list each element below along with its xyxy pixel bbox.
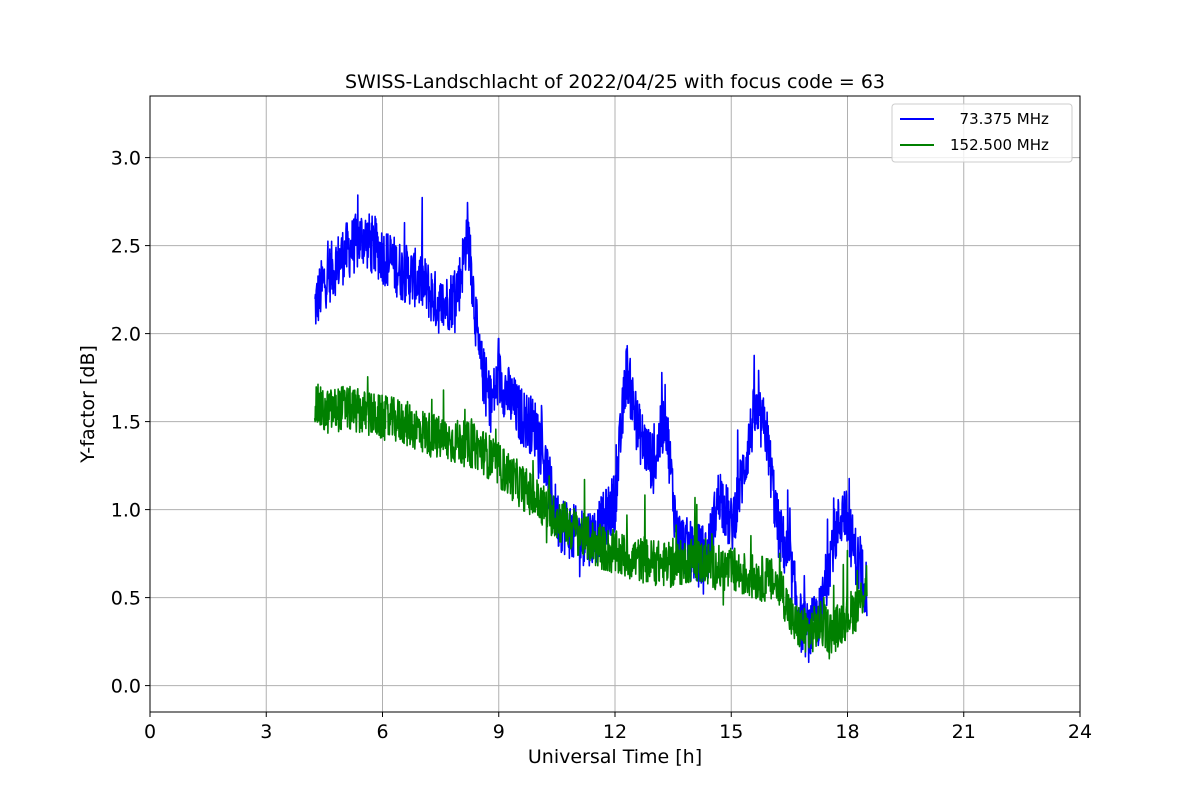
legend-label-series-2: 152.500 MHz	[950, 136, 1049, 154]
x-tick-label: 12	[603, 721, 627, 743]
x-tick-label: 15	[719, 721, 743, 743]
y-tick-label: 0.5	[111, 588, 141, 610]
series-lines	[313, 194, 868, 664]
x-tick-label: 18	[835, 721, 859, 743]
y-tick-label: 2.0	[111, 324, 141, 346]
x-tick-label: 6	[376, 721, 388, 743]
y-tick-label: 3.0	[111, 148, 141, 170]
legend-label-series-1: 73.375 MHz	[950, 110, 1049, 128]
y-tick-label: 2.5	[111, 236, 141, 258]
y-axis-label: Y-factor [dB]	[77, 345, 99, 464]
y-tick-label: 1.5	[111, 412, 141, 434]
x-tick-label: 3	[260, 721, 272, 743]
legend-box	[891, 103, 1073, 163]
x-tick-label: 0	[144, 721, 156, 743]
series-line-2	[313, 375, 868, 660]
x-tick-label: 9	[493, 721, 505, 743]
legend: 73.375 MHz 152.500 MHz	[891, 103, 1073, 163]
y-tick-label: 0.0	[111, 676, 141, 698]
x-tick-label: 24	[1068, 721, 1092, 743]
chart-title: SWISS-Landschlacht of 2022/04/25 with fo…	[345, 71, 885, 93]
y-tick-label: 1.0	[111, 500, 141, 522]
series-line-1	[314, 194, 868, 664]
x-axis-label: Universal Time [h]	[528, 746, 702, 768]
axis-ticks: 0 3 6 9 12 15 18 21 24 0.0 0.5 1.0 1.5 2.0 2.5 3.0	[111, 148, 1092, 743]
x-tick-label: 21	[952, 721, 976, 743]
